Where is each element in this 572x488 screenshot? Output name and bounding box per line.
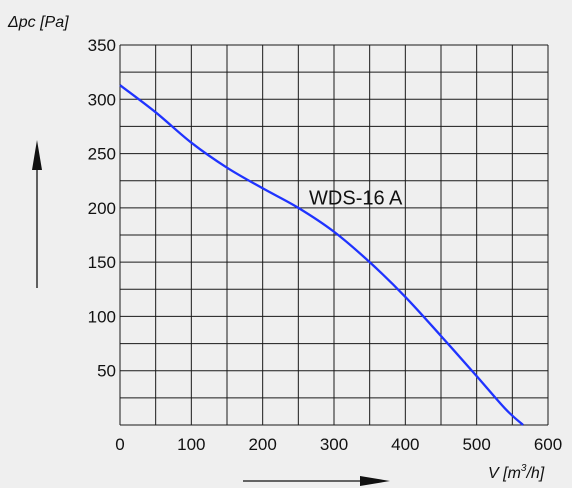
x-arrow-head xyxy=(360,476,390,486)
y-tick-label: 150 xyxy=(88,253,116,272)
y-arrow-head xyxy=(32,140,42,170)
y-direction-arrow xyxy=(32,140,42,288)
x-tick-label: 200 xyxy=(248,435,276,454)
x-axis-title-sup: 3 xyxy=(521,463,527,474)
x-axis-title-tail: /h] xyxy=(525,465,544,482)
x-tick-label: 600 xyxy=(534,435,562,454)
x-tick-labels: 0 100 200 300 400 500 600 xyxy=(115,435,562,454)
y-tick-label: 200 xyxy=(88,199,116,218)
y-tick-label: 350 xyxy=(88,36,116,55)
series-layer: WDS-16 A xyxy=(119,84,524,426)
x-tick-label: 400 xyxy=(391,435,419,454)
y-tick-label: 300 xyxy=(88,90,116,109)
x-tick-label: 0 xyxy=(115,435,124,454)
y-tick-labels: 50 100 150 200 250 300 350 xyxy=(88,36,116,381)
series-line-wds-16a xyxy=(119,84,524,426)
x-tick-label: 500 xyxy=(462,435,490,454)
grid xyxy=(119,44,549,426)
y-tick-label: 50 xyxy=(97,362,116,381)
x-tick-label: 100 xyxy=(177,435,205,454)
series-label: WDS-16 A xyxy=(309,188,403,210)
y-tick-label: 250 xyxy=(88,145,116,164)
y-axis-title: Δpc [Pa] xyxy=(7,14,69,31)
x-tick-label: 300 xyxy=(320,435,348,454)
y-tick-label: 100 xyxy=(88,307,116,326)
x-axis-title: V [m3/h] xyxy=(488,463,545,482)
x-direction-arrow xyxy=(243,476,390,486)
x-axis-title-main: V [m xyxy=(488,465,521,482)
